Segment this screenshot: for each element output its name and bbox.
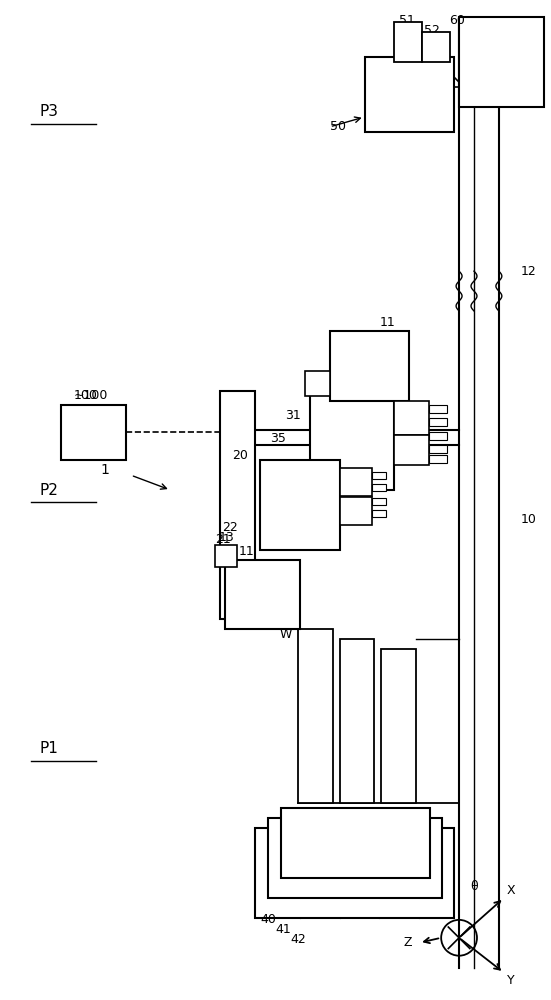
Text: 41: 41 xyxy=(275,923,291,936)
Bar xyxy=(339,639,375,803)
Bar xyxy=(305,371,329,396)
Bar xyxy=(395,435,429,465)
Bar xyxy=(268,818,442,898)
Bar xyxy=(298,629,333,803)
Bar xyxy=(429,432,447,440)
Bar xyxy=(459,17,544,107)
Text: 34: 34 xyxy=(382,422,398,435)
Text: 22: 22 xyxy=(222,521,238,534)
Text: 21: 21 xyxy=(215,533,231,546)
Text: 1: 1 xyxy=(101,463,110,477)
Text: θ: θ xyxy=(470,880,478,893)
Bar xyxy=(371,510,386,517)
Text: 30: 30 xyxy=(382,376,398,389)
Text: 36: 36 xyxy=(392,404,408,417)
Bar xyxy=(281,808,430,878)
Text: 100: 100 xyxy=(74,389,98,402)
Text: 42: 42 xyxy=(290,933,306,946)
Text: 60: 60 xyxy=(449,14,465,27)
Bar xyxy=(429,405,447,413)
Bar xyxy=(329,331,409,401)
Bar xyxy=(429,445,447,453)
Bar xyxy=(422,32,450,62)
Bar xyxy=(310,391,395,490)
Bar xyxy=(381,649,417,803)
Text: 35: 35 xyxy=(270,432,286,445)
Bar xyxy=(220,391,255,619)
Text: W: W xyxy=(280,628,293,641)
Bar xyxy=(395,401,429,435)
Text: P2: P2 xyxy=(39,483,58,498)
Text: 12: 12 xyxy=(521,265,537,278)
Text: 50: 50 xyxy=(329,120,345,133)
Text: 24: 24 xyxy=(344,470,360,483)
Bar xyxy=(215,545,237,567)
Bar xyxy=(61,405,126,460)
Bar xyxy=(339,468,371,496)
Bar xyxy=(255,828,454,918)
Text: X: X xyxy=(506,884,515,897)
Text: P1: P1 xyxy=(39,741,58,756)
Bar xyxy=(395,22,422,62)
Text: 40: 40 xyxy=(260,913,276,926)
Bar xyxy=(260,460,339,550)
Bar xyxy=(429,455,447,463)
Text: 51: 51 xyxy=(399,14,415,27)
Text: Z: Z xyxy=(403,936,412,949)
Text: 11: 11 xyxy=(380,316,395,329)
Text: 52: 52 xyxy=(424,24,440,37)
Bar xyxy=(225,560,300,629)
Bar xyxy=(371,472,386,479)
Text: 11: 11 xyxy=(238,545,254,558)
Text: ~100: ~100 xyxy=(74,389,109,402)
Text: 10: 10 xyxy=(521,513,537,526)
Bar xyxy=(365,57,454,132)
Bar xyxy=(371,498,386,505)
Text: 23: 23 xyxy=(328,482,343,495)
Bar xyxy=(339,497,371,525)
Bar xyxy=(371,484,386,491)
Text: 13: 13 xyxy=(339,356,355,369)
Text: Y: Y xyxy=(507,974,515,987)
Text: P3: P3 xyxy=(39,104,58,119)
Text: 13: 13 xyxy=(218,531,234,544)
Text: 31: 31 xyxy=(285,409,301,422)
Text: 20: 20 xyxy=(232,449,248,462)
Bar xyxy=(429,418,447,426)
